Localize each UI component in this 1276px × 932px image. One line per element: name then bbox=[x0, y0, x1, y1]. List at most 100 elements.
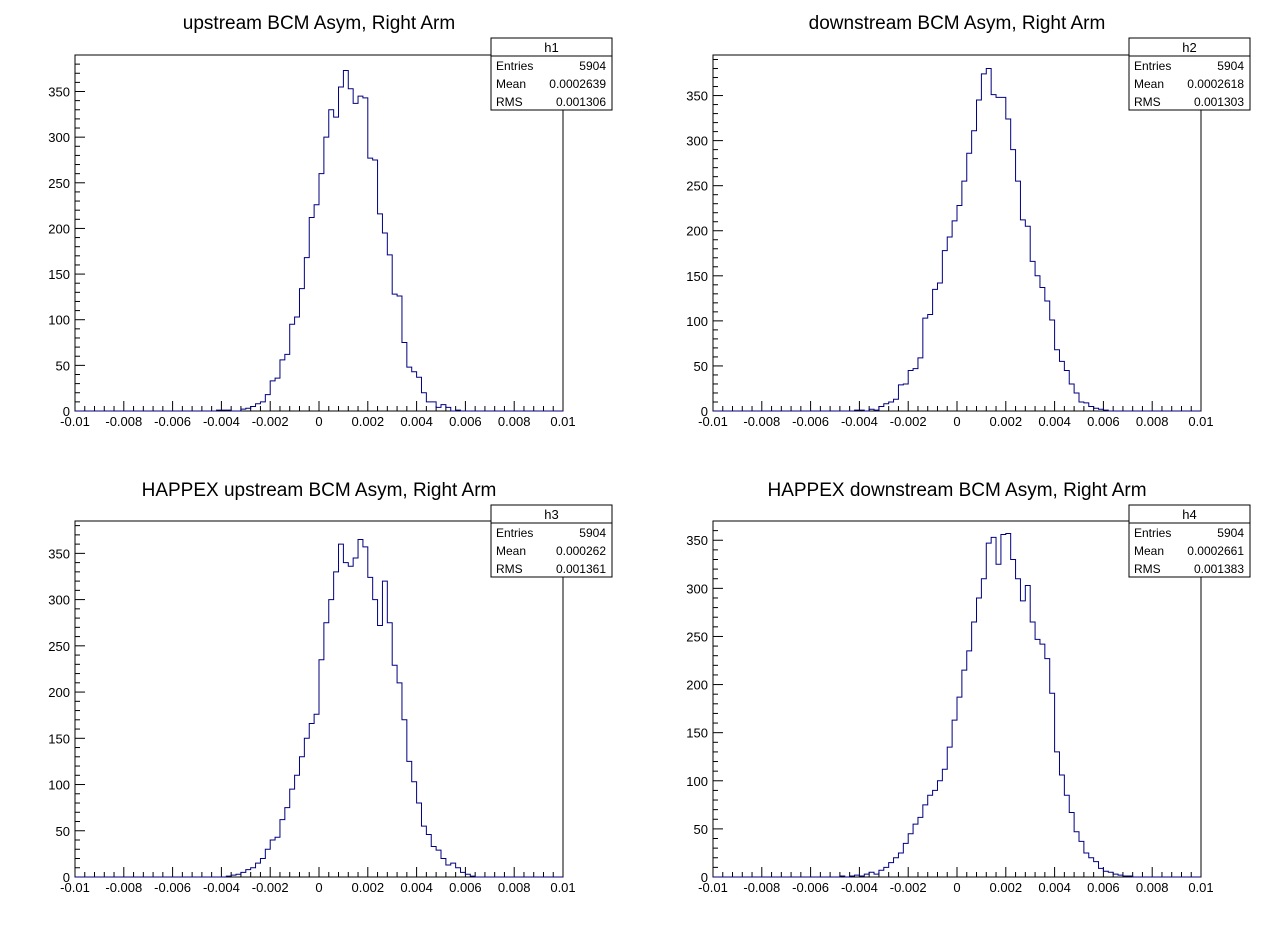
x-tick-label: -0.002 bbox=[252, 880, 289, 895]
x-tick-label: -0.01 bbox=[698, 414, 728, 429]
stats-label: Entries bbox=[496, 526, 533, 540]
stats-value: 0.001306 bbox=[556, 95, 606, 109]
y-tick-label: 300 bbox=[686, 581, 708, 596]
x-tick-label: -0.01 bbox=[698, 880, 728, 895]
chart-title: HAPPEX downstream BCM Asym, Right Arm bbox=[767, 480, 1146, 501]
y-tick-label: 250 bbox=[686, 179, 708, 194]
stats-box: h3 Entries 5904 Mean 0.000262 RMS 0.001361 bbox=[490, 504, 613, 578]
stats-value: 0.0002639 bbox=[549, 77, 606, 91]
stats-value: 5904 bbox=[1217, 526, 1244, 540]
y-tick-label: 50 bbox=[694, 822, 708, 837]
x-tick-label: -0.004 bbox=[841, 880, 878, 895]
x-tick-label: -0.002 bbox=[890, 414, 927, 429]
y-tick-label: 250 bbox=[48, 176, 70, 191]
stats-value: 0.0002661 bbox=[1187, 544, 1244, 558]
stats-name: h4 bbox=[1182, 507, 1196, 522]
x-tick-label: 0.008 bbox=[498, 414, 531, 429]
stats-box: h4 Entries 5904 Mean 0.0002661 RMS 0.001383 bbox=[1128, 504, 1251, 578]
x-tick-label: 0.004 bbox=[400, 414, 433, 429]
x-tick-label: 0.01 bbox=[550, 414, 575, 429]
x-tick-label: 0.01 bbox=[1188, 880, 1213, 895]
x-tick-label: 0.002 bbox=[990, 880, 1023, 895]
stats-label: Mean bbox=[1134, 544, 1164, 558]
y-tick-label: 50 bbox=[56, 824, 70, 839]
x-tick-label: 0.004 bbox=[1038, 414, 1071, 429]
x-tick-label: -0.008 bbox=[743, 880, 780, 895]
stats-box: h2 Entries 5904 Mean 0.0002618 RMS 0.001303 bbox=[1128, 37, 1251, 111]
y-tick-label: 50 bbox=[694, 359, 708, 374]
stats-label: Entries bbox=[1134, 59, 1171, 73]
stats-value: 0.0002618 bbox=[1187, 77, 1244, 91]
x-tick-label: 0.006 bbox=[1087, 414, 1120, 429]
stats-name: h2 bbox=[1182, 40, 1196, 55]
stats-value: 5904 bbox=[579, 526, 606, 540]
x-tick-label: -0.008 bbox=[105, 414, 142, 429]
stats-label: RMS bbox=[1134, 562, 1161, 576]
x-tick-label: 0.01 bbox=[1188, 414, 1213, 429]
y-tick-label: 250 bbox=[686, 629, 708, 644]
y-tick-label: 100 bbox=[48, 778, 70, 793]
y-tick-label: 200 bbox=[48, 685, 70, 700]
y-tick-label: 150 bbox=[48, 267, 70, 282]
y-tick-label: 0 bbox=[63, 404, 70, 419]
x-tick-label: -0.002 bbox=[252, 414, 289, 429]
x-tick-label: 0.006 bbox=[1087, 880, 1120, 895]
y-tick-label: 0 bbox=[701, 404, 708, 419]
stats-value: 5904 bbox=[1217, 59, 1244, 73]
y-tick-label: 300 bbox=[48, 130, 70, 145]
x-tick-label: -0.004 bbox=[841, 414, 878, 429]
plot-frame bbox=[74, 54, 564, 412]
x-tick-label: -0.01 bbox=[60, 414, 90, 429]
x-tick-label: -0.002 bbox=[890, 880, 927, 895]
x-tick-label: 0 bbox=[315, 880, 322, 895]
y-tick-label: 350 bbox=[48, 546, 70, 561]
y-tick-label: 100 bbox=[686, 774, 708, 789]
stats-label: Entries bbox=[1134, 526, 1171, 540]
x-tick-label: 0.002 bbox=[352, 880, 385, 895]
y-tick-label: 200 bbox=[686, 678, 708, 693]
x-tick-label: 0.006 bbox=[449, 880, 482, 895]
histogram-step-line bbox=[713, 533, 1201, 878]
x-tick-label: 0.006 bbox=[449, 414, 482, 429]
histogram-step-line bbox=[713, 68, 1201, 412]
stats-label: RMS bbox=[496, 562, 523, 576]
histogram-step-line bbox=[75, 538, 563, 878]
stats-box-frame bbox=[490, 504, 613, 578]
y-tick-label: 250 bbox=[48, 639, 70, 654]
y-tick-label: 300 bbox=[686, 134, 708, 149]
stats-label: Entries bbox=[496, 59, 533, 73]
y-tick-label: 350 bbox=[686, 533, 708, 548]
y-tick-label: 200 bbox=[686, 224, 708, 239]
x-tick-label: 0 bbox=[953, 414, 960, 429]
x-tick-label: 0.002 bbox=[352, 414, 385, 429]
y-tick-label: 350 bbox=[686, 89, 708, 104]
stats-value: 0.001361 bbox=[556, 562, 606, 576]
stats-label: Mean bbox=[496, 77, 526, 91]
y-tick-label: 100 bbox=[48, 313, 70, 328]
chart-title: HAPPEX upstream BCM Asym, Right Arm bbox=[142, 480, 497, 501]
stats-box-frame bbox=[1128, 37, 1251, 111]
histogram-3: HAPPEX upstream BCM Asym, Right Arm -0.01… bbox=[48, 480, 613, 895]
stats-name: h3 bbox=[544, 507, 558, 522]
x-tick-label: -0.008 bbox=[105, 880, 142, 895]
y-tick-label: 150 bbox=[48, 731, 70, 746]
y-tick-label: 50 bbox=[56, 358, 70, 373]
y-tick-label: 100 bbox=[686, 314, 708, 329]
x-tick-label: 0.002 bbox=[990, 414, 1023, 429]
stats-value: 0.001303 bbox=[1194, 95, 1244, 109]
y-tick-label: 0 bbox=[701, 870, 708, 885]
plot-frame bbox=[712, 54, 1202, 412]
x-tick-label: 0.004 bbox=[400, 880, 433, 895]
x-tick-label: -0.004 bbox=[203, 414, 240, 429]
y-tick-label: 300 bbox=[48, 593, 70, 608]
y-tick-label: 200 bbox=[48, 221, 70, 236]
histogram-step-line bbox=[75, 70, 563, 412]
stats-label: RMS bbox=[496, 95, 523, 109]
stats-box-frame bbox=[490, 37, 613, 111]
histogram-2: downstream BCM Asym, Right Arm -0.01 -0.00… bbox=[686, 13, 1251, 429]
stats-box-frame bbox=[1128, 504, 1251, 578]
stats-value: 5904 bbox=[579, 59, 606, 73]
histogram-1: upstream BCM Asym, Right Arm-0.01 -0.008-… bbox=[48, 13, 613, 429]
x-tick-label: -0.006 bbox=[792, 880, 829, 895]
